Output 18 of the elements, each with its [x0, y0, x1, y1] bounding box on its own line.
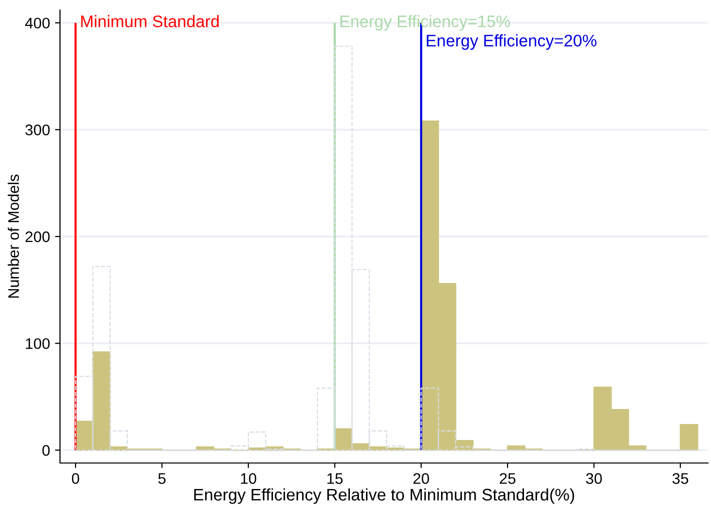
y-tick-label: 200 — [26, 231, 50, 242]
x-tick-label: 15 — [327, 473, 343, 484]
x-tick-label: 25 — [500, 473, 516, 484]
x-tick-label: 30 — [586, 473, 602, 484]
ref-line-label: Energy Efficiency=15% — [340, 15, 510, 31]
x-tick-label: 5 — [158, 473, 166, 484]
y-tick-label: 0 — [42, 445, 50, 456]
x-tick-label: 20 — [413, 473, 430, 484]
y-tick-label: 400 — [25, 18, 50, 29]
x-axis-title: Energy Efficiency Relative to Minimum Standard(%) — [194, 488, 574, 504]
ref-line-label: Minimum Standard — [81, 15, 219, 28]
x-tick-label: 35 — [672, 473, 688, 484]
y-tick-label: 100 — [26, 338, 50, 350]
y-axis-title: Number of Models — [8, 174, 19, 298]
x-tick-label: 0 — [72, 473, 80, 484]
ref-line-label: Energy Efficiency=20% — [426, 34, 596, 50]
y-tick-label: 300 — [25, 124, 50, 136]
x-tick-label: 10 — [241, 473, 256, 484]
